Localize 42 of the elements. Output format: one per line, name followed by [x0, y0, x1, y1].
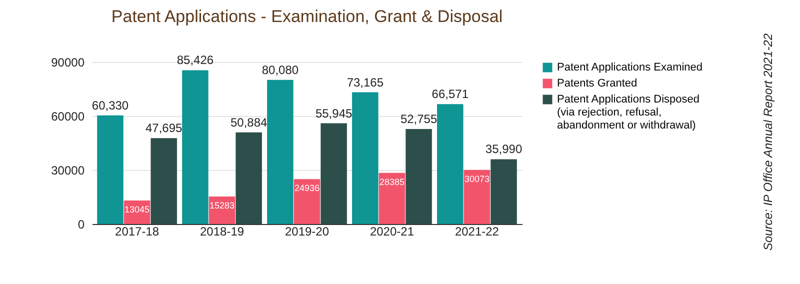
bar: [490, 159, 517, 224]
data-label: 13045: [124, 204, 150, 215]
bar: [294, 179, 320, 224]
legend-label: Patent Applications Disposed (via rejection, refusal, abandonment or withdrawal): [557, 94, 700, 132]
data-label: 50,884: [230, 115, 268, 130]
data-label: 30073: [464, 174, 490, 184]
x-tick-label: 2017-18: [115, 224, 160, 238]
data-label: 73,165: [346, 75, 384, 90]
x-tick-label: 2021-22: [454, 224, 500, 238]
bar: [464, 170, 490, 224]
bar: [378, 172, 406, 224]
bar: [182, 70, 208, 224]
data-label: 52,755: [400, 112, 438, 126]
legend-label: Patent Applications Examined: [557, 62, 703, 74]
legend-label: Patents Granted: [557, 78, 638, 90]
x-tick-label: 2020-21: [370, 224, 414, 238]
data-label: 55,945: [315, 106, 352, 120]
data-label: 60,330: [92, 98, 129, 112]
bar: [97, 115, 124, 224]
y-tick-label: 0: [78, 218, 85, 232]
data-label: 80,080: [262, 62, 299, 77]
bar: [352, 92, 378, 224]
data-label: 35,990: [485, 142, 522, 156]
bar: [406, 129, 432, 224]
y-tick-label: 90000: [51, 56, 85, 70]
x-tick-label: 2018-19: [200, 224, 244, 238]
bar: [267, 80, 294, 224]
chart-title: Patent Applications - Examination, Grant & Disposal: [111, 7, 503, 26]
source-note: Source: IP Office Annual Report 2021-22: [761, 33, 775, 251]
data-label: 15283: [210, 200, 235, 210]
data-label: 28385: [379, 176, 404, 187]
y-tick-label: 60000: [51, 110, 85, 124]
x-tick-label: 2019-20: [284, 224, 330, 238]
data-label: 47,695: [145, 121, 183, 136]
data-label: 24936: [294, 183, 320, 194]
bar: [236, 132, 262, 224]
bar: [150, 138, 177, 224]
bar: [320, 123, 347, 224]
bar: [437, 104, 464, 224]
data-label: 66,571: [432, 87, 469, 102]
y-tick-label: 30000: [51, 164, 85, 178]
data-label: 85,426: [176, 53, 214, 68]
